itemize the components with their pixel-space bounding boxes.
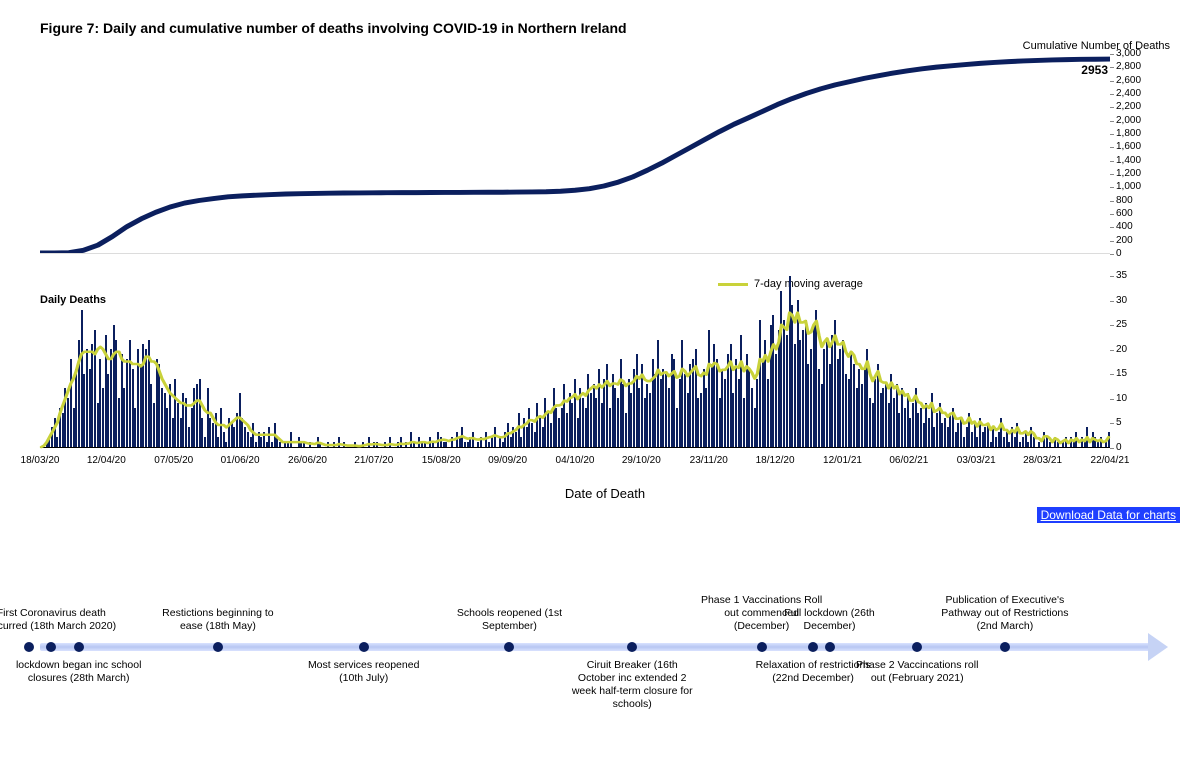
cumulative-y-tick: 600 <box>1116 209 1133 219</box>
x-tick-label: 01/06/20 <box>221 455 260 466</box>
cumulative-y-tick: 2,200 <box>1116 102 1141 112</box>
x-tick-label: 12/04/20 <box>87 455 126 466</box>
x-tick-label: 28/03/21 <box>1023 455 1062 466</box>
figure-page: Figure 7: Daily and cumulative number of… <box>0 0 1200 776</box>
timeline-dot <box>757 642 767 652</box>
x-tick-label: 23/11/20 <box>690 455 728 466</box>
timeline-panel: First Coronavirus death occurred (18th M… <box>40 551 1170 741</box>
x-tick-label: 18/03/20 <box>21 455 60 466</box>
daily-y-tick: 0 <box>1116 443 1122 453</box>
timeline-event-label: lockdown began inc school closures (28th… <box>14 659 144 685</box>
x-tick-label: 18/12/20 <box>756 455 795 466</box>
timeline-dot <box>74 642 84 652</box>
cumulative-y-tick: 200 <box>1116 236 1133 246</box>
cumulative-panel: Cumulative Number of Deaths 2953 0200400… <box>40 54 1170 254</box>
timeline-arrowhead <box>1148 633 1168 661</box>
timeline-dot <box>504 642 514 652</box>
daily-y-tick: 25 <box>1116 320 1127 330</box>
cumulative-y-tick: 800 <box>1116 196 1133 206</box>
cumulative-axis-title: Cumulative Number of Deaths <box>1023 40 1170 52</box>
timeline-dot <box>627 642 637 652</box>
timeline-dot <box>808 642 818 652</box>
cumulative-y-tick: 2,600 <box>1116 76 1141 86</box>
cumulative-y-ticks: 02004006008001,0001,2001,4001,6001,8002,… <box>1110 54 1170 254</box>
x-tick-label: 29/10/20 <box>622 455 661 466</box>
timeline-event-label: Most services reopened (10th July) <box>299 659 429 685</box>
timeline-dot <box>24 642 34 652</box>
daily-y-tick: 5 <box>1116 418 1122 428</box>
x-tick-label: 26/06/20 <box>288 455 327 466</box>
download-data-link[interactable]: Download Data for charts <box>1037 507 1180 523</box>
cumulative-y-tick: 1,600 <box>1116 142 1141 152</box>
timeline-dot <box>825 642 835 652</box>
cumulative-y-tick: 1,800 <box>1116 129 1141 139</box>
timeline-event-label: Restictions beginning to ease (18th May) <box>153 607 283 633</box>
x-tick-label: 03/03/21 <box>957 455 996 466</box>
x-tick-label: 21/07/20 <box>354 455 393 466</box>
timeline-bar <box>40 643 1150 651</box>
daily-y-tick: 30 <box>1116 296 1127 306</box>
cumulative-line-svg <box>40 56 1110 253</box>
daily-y-ticks: 05101520253035 <box>1110 276 1170 448</box>
daily-panel: Daily Deaths 7-day moving average 051015… <box>40 276 1170 466</box>
timeline-event-label: Full lockdown (26th December) <box>765 607 895 633</box>
cumulative-y-tick: 2,000 <box>1116 116 1141 126</box>
cumulative-y-tick: 1,200 <box>1116 169 1141 179</box>
timeline-dot <box>46 642 56 652</box>
cumulative-y-tick: 400 <box>1116 222 1133 232</box>
cumulative-y-tick: 3,000 <box>1116 49 1141 59</box>
moving-avg-line-svg <box>40 276 1110 447</box>
timeline-dot <box>912 642 922 652</box>
daily-plot-area <box>40 276 1110 448</box>
x-tick-label: 22/04/21 <box>1091 455 1130 466</box>
x-tick-label: 15/08/20 <box>422 455 461 466</box>
timeline-event-label: Schools reopened (1st September) <box>444 607 574 633</box>
timeline-event-label: Ciruit Breaker (16th October inc extende… <box>567 659 697 712</box>
daily-y-tick: 35 <box>1116 271 1127 281</box>
cumulative-y-tick: 1,000 <box>1116 182 1141 192</box>
timeline-event-label: Phase 2 Vaccincations roll out (February… <box>852 659 982 685</box>
daily-y-tick: 10 <box>1116 394 1127 404</box>
x-axis-title: Date of Death <box>40 486 1170 501</box>
x-tick-label: 09/09/20 <box>488 455 527 466</box>
timeline-dot <box>1000 642 1010 652</box>
timeline-event-label: First Coronavirus death occurred (18th M… <box>0 607 116 633</box>
timeline-event-label: Publication of Executive's Pathway out o… <box>940 594 1070 633</box>
timeline-dot <box>359 642 369 652</box>
timeline-dot <box>213 642 223 652</box>
cumulative-y-tick: 2,800 <box>1116 62 1141 72</box>
x-tick-label: 04/10/20 <box>556 455 595 466</box>
daily-y-tick: 20 <box>1116 345 1127 355</box>
figure-title: Figure 7: Daily and cumulative number of… <box>40 20 1170 36</box>
cumulative-end-label: 2953 <box>1081 63 1108 77</box>
x-tick-label: 12/01/21 <box>823 455 862 466</box>
cumulative-plot-area: 2953 <box>40 56 1110 254</box>
cumulative-y-tick: 0 <box>1116 249 1122 259</box>
x-tick-labels: 18/03/2012/04/2007/05/2001/06/2026/06/20… <box>40 452 1110 466</box>
cumulative-y-tick: 2,400 <box>1116 89 1141 99</box>
x-tick-label: 07/05/20 <box>154 455 193 466</box>
daily-y-tick: 15 <box>1116 369 1127 379</box>
cumulative-y-tick: 1,400 <box>1116 156 1141 166</box>
x-tick-label: 06/02/21 <box>889 455 928 466</box>
